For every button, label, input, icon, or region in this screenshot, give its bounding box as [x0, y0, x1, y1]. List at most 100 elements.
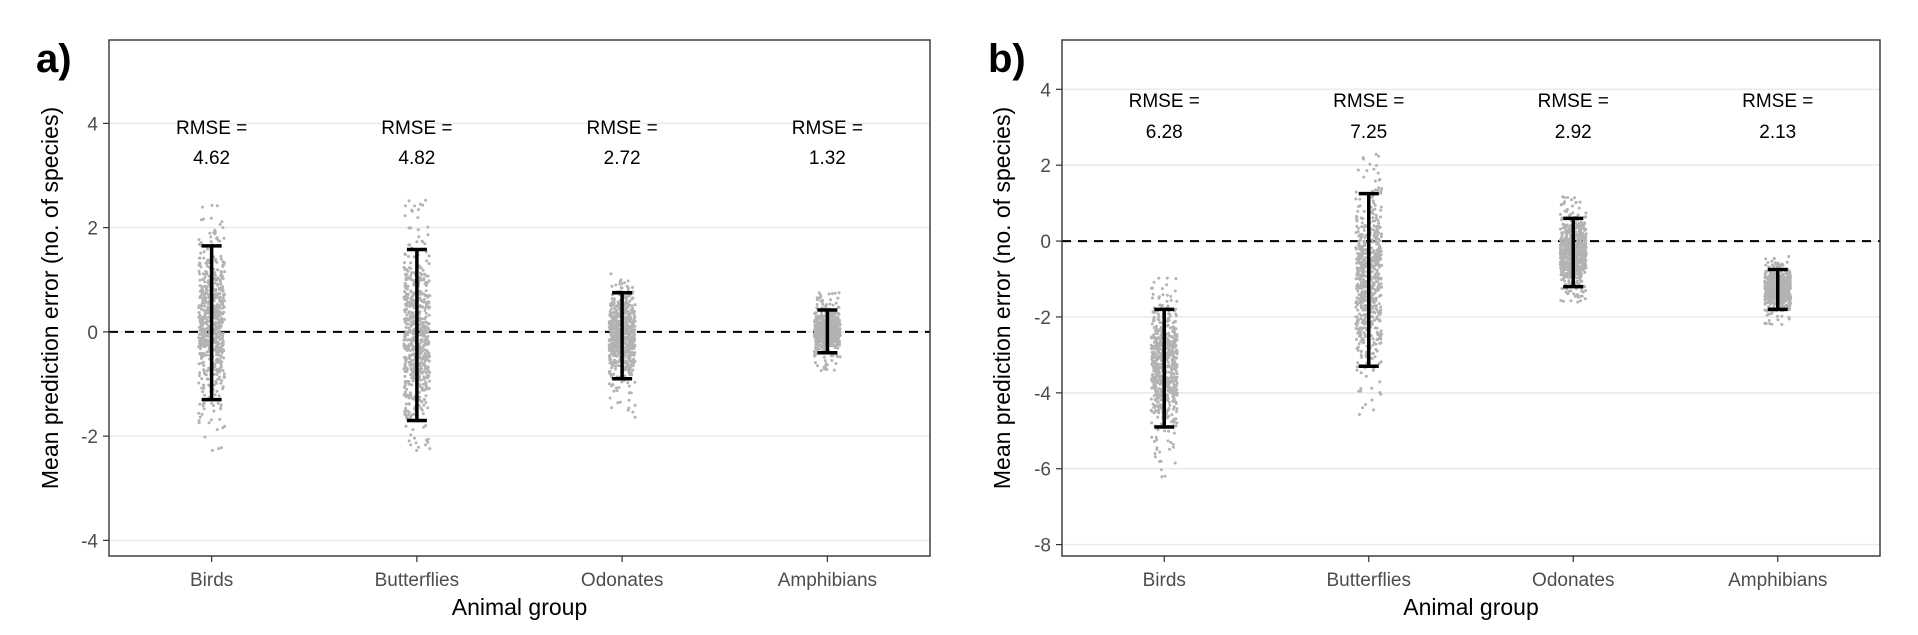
data-point	[612, 303, 616, 307]
data-point	[832, 368, 836, 372]
data-point	[1174, 370, 1178, 373]
data-point	[411, 379, 415, 383]
data-point	[1565, 229, 1568, 233]
data-point	[206, 309, 210, 313]
data-point	[219, 257, 223, 261]
data-point	[624, 342, 627, 346]
data-point	[427, 322, 431, 325]
data-point	[1577, 232, 1581, 236]
data-point	[206, 247, 210, 251]
data-point	[198, 415, 202, 419]
data-point	[201, 205, 204, 209]
data-point	[1374, 288, 1378, 292]
y-axis-title: Mean prediction error (no. of species)	[37, 107, 63, 489]
data-point	[422, 388, 426, 392]
data-point	[1370, 398, 1374, 402]
data-point	[220, 220, 224, 224]
data-point	[821, 302, 825, 306]
data-point	[216, 401, 220, 405]
data-point	[1372, 224, 1376, 228]
data-point	[817, 316, 821, 320]
data-point	[1770, 259, 1774, 263]
rmse-label: RMSE =	[381, 118, 452, 139]
data-point	[1159, 337, 1163, 341]
data-point	[425, 259, 429, 263]
data-point	[627, 286, 630, 290]
data-point	[407, 300, 411, 304]
data-point	[198, 402, 202, 406]
data-point	[1376, 171, 1380, 175]
data-point	[814, 343, 818, 347]
data-point	[411, 428, 415, 432]
data-point	[1576, 300, 1580, 304]
data-point	[215, 353, 218, 357]
data-point	[1356, 289, 1360, 293]
data-point	[403, 374, 407, 378]
data-point	[418, 289, 422, 293]
data-point	[822, 355, 826, 359]
data-point	[1171, 328, 1175, 332]
data-point	[1568, 257, 1572, 261]
data-point	[614, 317, 618, 321]
data-point	[1150, 421, 1154, 425]
data-point	[202, 368, 206, 372]
data-point	[1578, 265, 1582, 269]
data-point	[1583, 234, 1587, 238]
data-point	[423, 334, 427, 338]
data-point	[838, 323, 842, 327]
data-point	[1174, 344, 1178, 347]
data-point	[1566, 265, 1570, 269]
data-point	[1155, 331, 1158, 335]
data-point	[611, 330, 615, 334]
data-point	[824, 303, 828, 307]
data-point	[625, 367, 629, 371]
rmse-value: 2.92	[1555, 122, 1592, 143]
data-point	[215, 428, 219, 432]
data-point	[1152, 411, 1156, 415]
data-point	[1568, 237, 1572, 241]
data-point	[833, 291, 837, 295]
data-point	[1362, 240, 1366, 244]
data-point	[421, 412, 425, 416]
data-point	[1566, 243, 1570, 247]
data-point	[412, 331, 415, 335]
data-point	[427, 294, 431, 298]
data-point	[614, 314, 618, 318]
data-point	[1578, 200, 1582, 204]
data-point	[421, 329, 425, 333]
data-point	[1170, 361, 1174, 365]
data-point	[817, 336, 821, 340]
data-point	[197, 411, 201, 415]
data-point	[410, 271, 414, 275]
data-point	[1175, 379, 1178, 383]
data-point	[1151, 296, 1154, 300]
data-point	[404, 395, 408, 399]
data-point	[1362, 175, 1366, 179]
x-tick-label: Odonates	[581, 570, 663, 591]
data-point	[1580, 247, 1584, 250]
data-point	[816, 364, 819, 368]
data-point	[1763, 302, 1767, 306]
y-tick-label: -4	[81, 531, 98, 552]
data-point	[1172, 407, 1175, 411]
data-point	[209, 418, 213, 422]
data-point	[418, 351, 422, 355]
data-point	[424, 320, 428, 324]
y-tick-label: -2	[81, 427, 98, 448]
data-point	[200, 292, 204, 296]
data-point	[1357, 240, 1361, 244]
data-point	[834, 362, 838, 365]
data-point	[1579, 294, 1583, 298]
data-point	[201, 300, 205, 303]
data-point	[204, 300, 208, 304]
data-point	[1368, 162, 1372, 166]
data-point	[1173, 417, 1177, 421]
data-point	[1166, 293, 1169, 297]
data-point	[212, 409, 216, 413]
data-point	[421, 268, 425, 272]
data-point	[219, 363, 223, 367]
data-point	[622, 281, 626, 285]
data-point	[215, 325, 219, 329]
data-point	[218, 417, 222, 421]
data-point	[218, 370, 221, 374]
